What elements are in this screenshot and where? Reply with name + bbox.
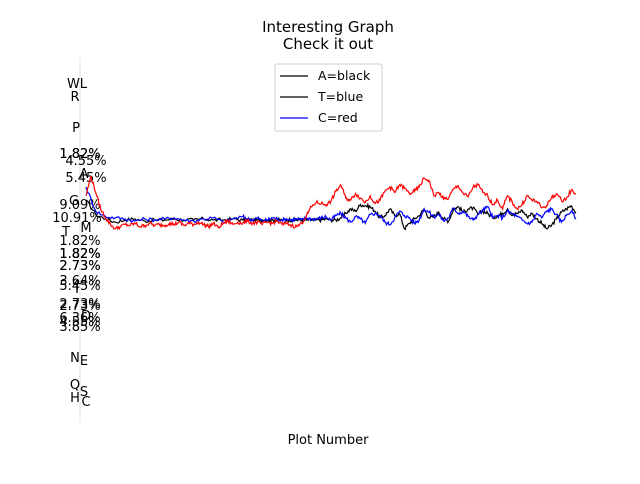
y-tick-label: 4.55% <box>59 315 100 330</box>
series-line-2 <box>85 186 577 227</box>
y-tick-label: C <box>81 395 90 410</box>
y-tick-label: M <box>80 221 91 236</box>
legend-label-c: C=red <box>318 110 358 125</box>
y-tick-label: G <box>69 194 79 209</box>
y-tick-label: R <box>70 90 79 105</box>
y-tick-label: 2.73% <box>59 299 100 314</box>
chart-subtitle: Check it out <box>283 35 373 53</box>
y-tick-label: 5.45% <box>65 171 106 186</box>
legend-box <box>274 63 383 132</box>
y-tick-label: 2.73% <box>59 259 100 274</box>
y-tick-label: A <box>80 167 89 182</box>
legend: A=black T=blue C=red <box>274 63 383 132</box>
y-tick-label: E <box>80 354 88 369</box>
y-tick-label: 2.73% <box>59 259 100 274</box>
series-line-3 <box>85 175 577 231</box>
y-tick-label: 1.82% <box>59 247 100 262</box>
series-layer <box>85 175 577 231</box>
y-tick-label: D <box>81 309 91 324</box>
legend-label-t: T=blue <box>317 89 363 104</box>
y-tick-label: 1.82% <box>59 247 100 262</box>
y-tick-label: WL <box>67 77 88 92</box>
y-tick-label: H <box>70 391 80 406</box>
y-tick-label: T <box>61 225 70 240</box>
x-axis-label: Plot Number <box>288 433 370 448</box>
y-tick-label: 1.82% <box>59 234 100 249</box>
y-tick-label: 1.82% <box>59 247 100 262</box>
y-tick-label: 2.73% <box>59 297 100 312</box>
y-tick-label: S <box>80 385 88 400</box>
y-tick-label: P <box>72 121 80 136</box>
legend-label-a: A=black <box>318 68 371 83</box>
y-tick-label: 3.85% <box>59 320 100 335</box>
y-tick-label: N <box>70 351 80 366</box>
y-tick-label: 4.55% <box>65 154 106 169</box>
chart-title: Interesting Graph <box>262 18 394 36</box>
y-tick-label: T <box>72 282 81 297</box>
series-line-1 <box>85 199 577 231</box>
y-tick-label: 3.64% <box>59 274 100 289</box>
y-tick-label: 9.09% <box>59 198 100 213</box>
y-tick-label: 1.82% <box>59 147 100 162</box>
y-tick-label: 6.36% <box>59 311 100 326</box>
y-tick-label: Q <box>70 378 80 393</box>
y-tick-label: 5.45% <box>59 279 100 294</box>
y-tick-label: 1.82% <box>59 147 100 162</box>
y-tick-labels: WLRP1.82%1.82%4.55%5.45%A9.09%G10.91%MT1… <box>52 77 106 410</box>
y-tick-label: 10.91% <box>52 211 102 226</box>
